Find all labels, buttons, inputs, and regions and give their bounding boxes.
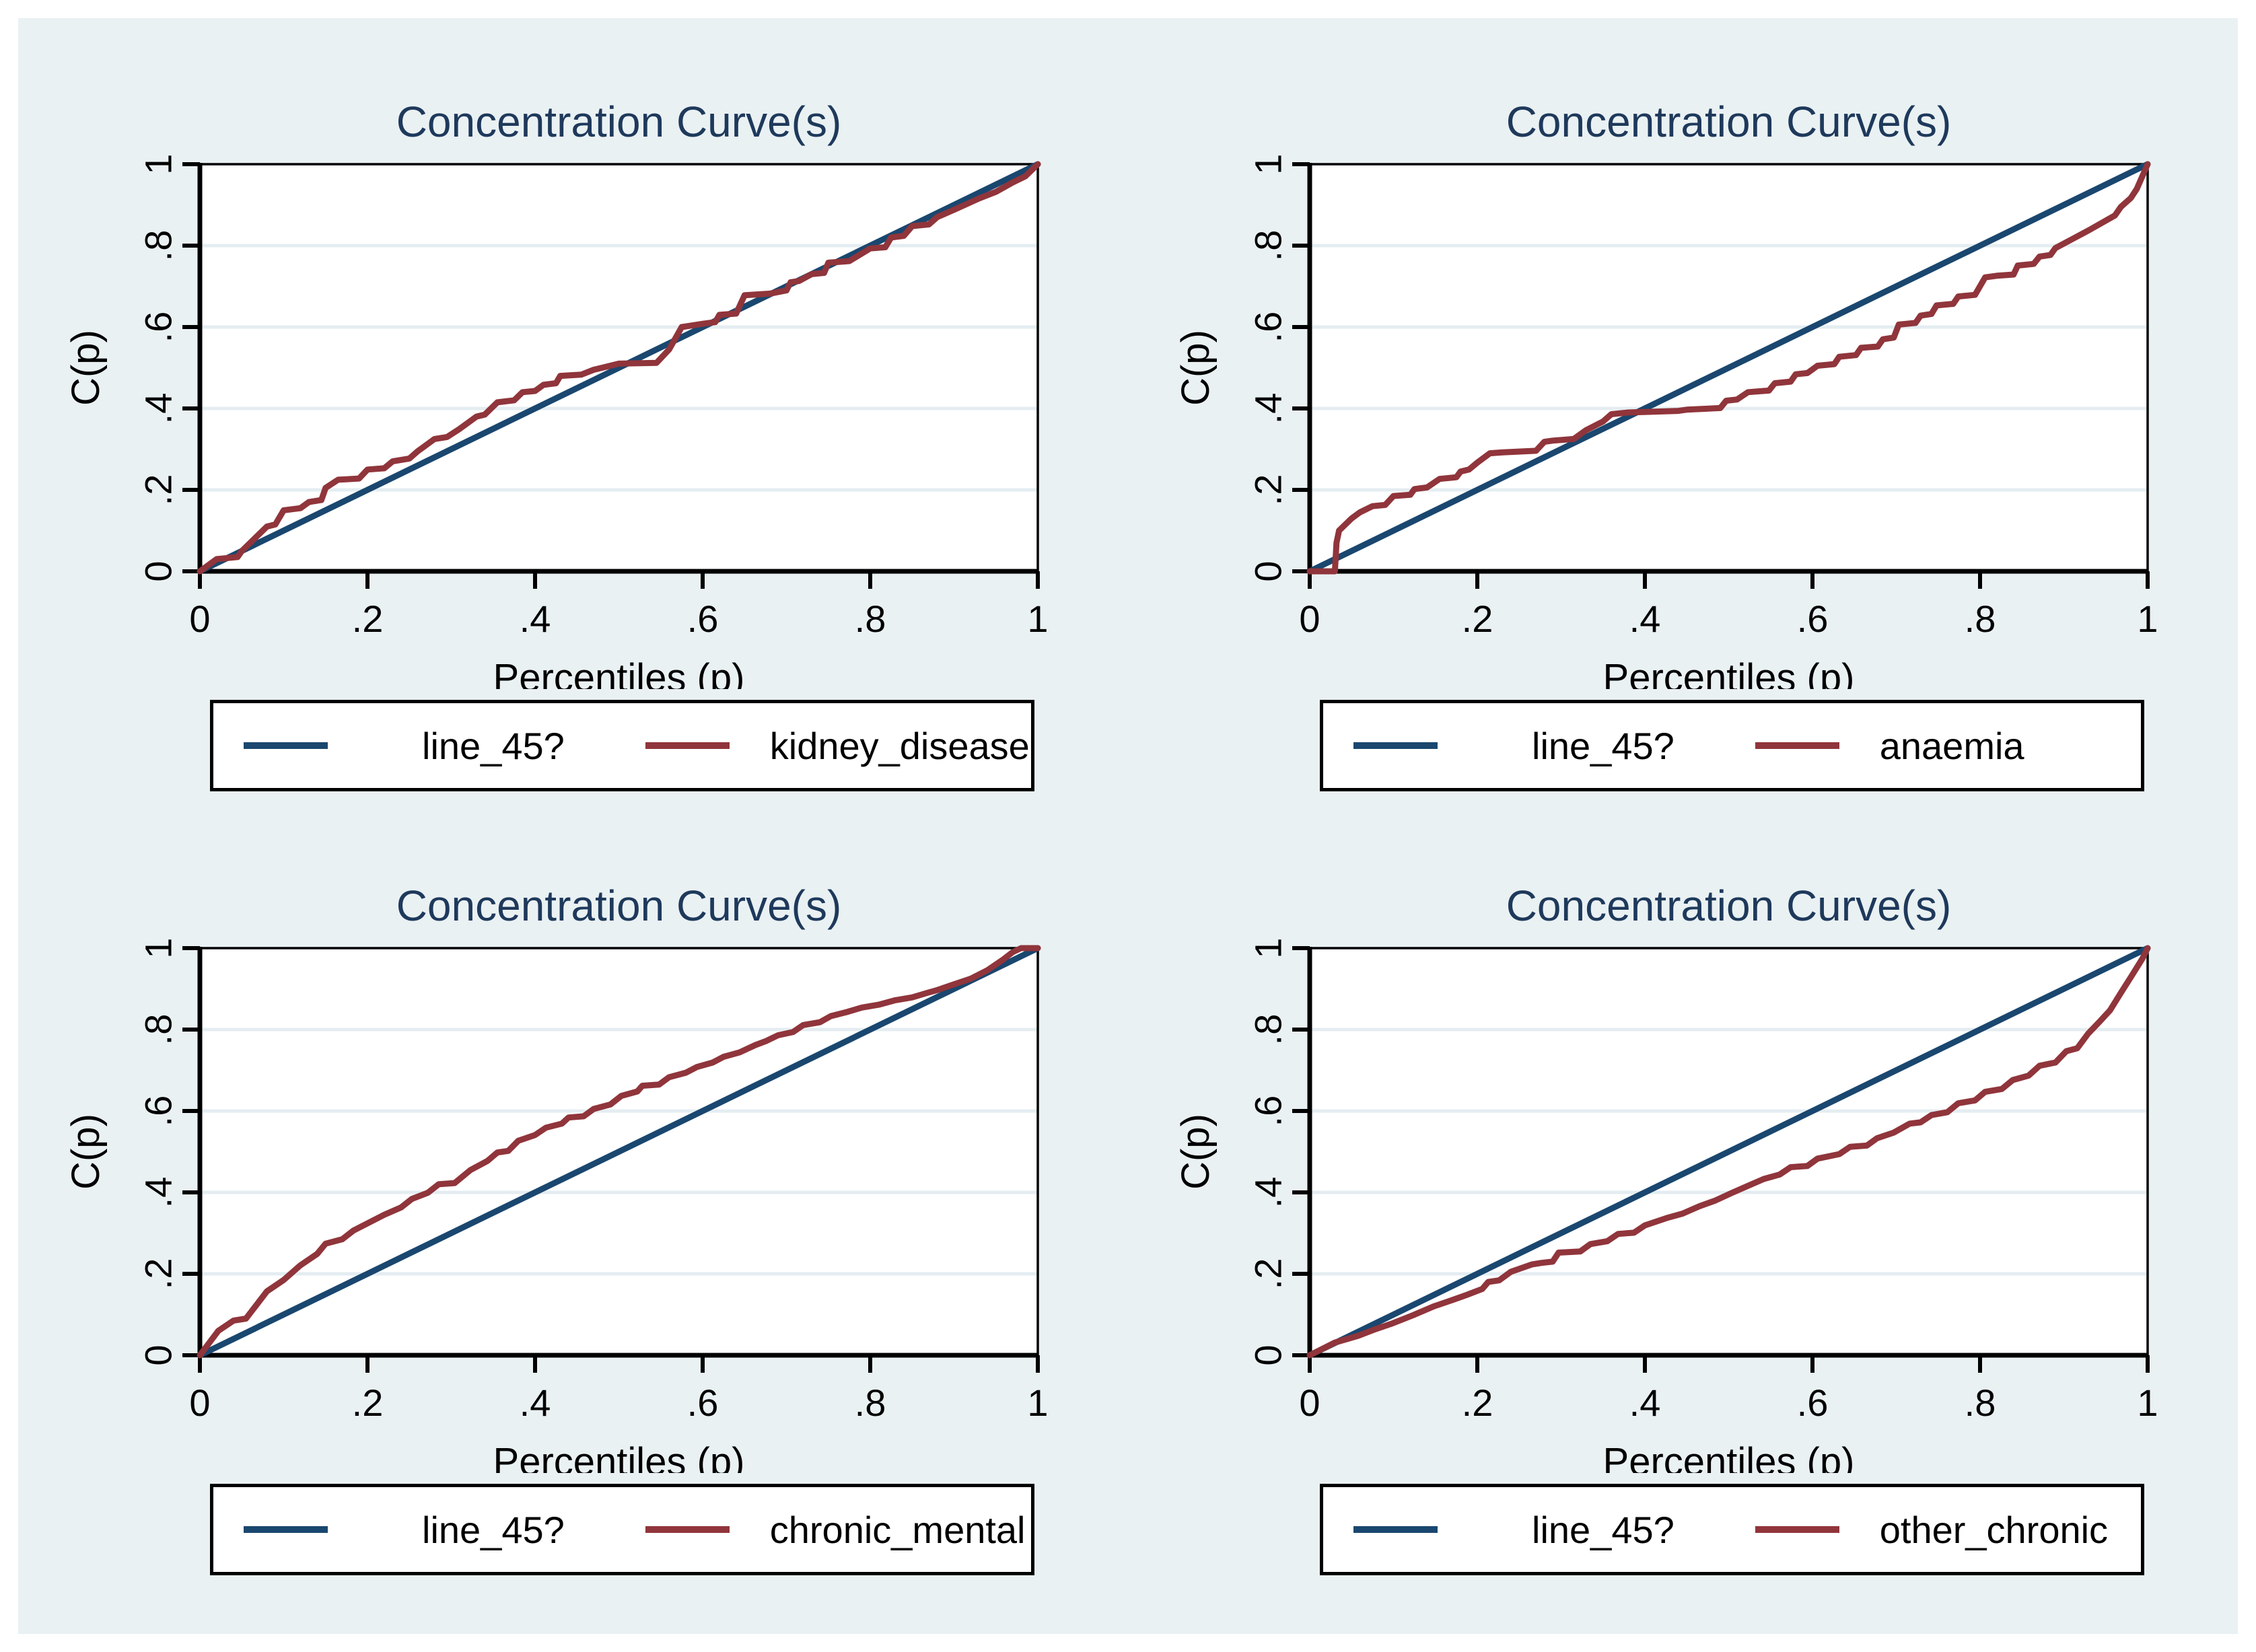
svg-text:0: 0 — [189, 598, 210, 640]
svg-text:0: 0 — [1247, 561, 1290, 581]
svg-text:1: 1 — [1027, 598, 1048, 640]
svg-text:.2: .2 — [137, 474, 180, 506]
plot-title: Concentration Curve(s) — [396, 882, 842, 930]
svg-text:.2: .2 — [1462, 1381, 1493, 1424]
svg-text:.4: .4 — [137, 393, 180, 425]
plot-title: Concentration Curve(s) — [1506, 882, 1952, 930]
svg-text:0: 0 — [137, 1344, 180, 1365]
svg-text:1: 1 — [2137, 1381, 2158, 1424]
svg-text:.4: .4 — [520, 1381, 551, 1424]
svg-text:.4: .4 — [1247, 1177, 1290, 1209]
svg-text:.8: .8 — [855, 598, 886, 640]
svg-text:.6: .6 — [687, 1381, 719, 1424]
svg-text:.6: .6 — [1797, 1381, 1829, 1424]
svg-text:.8: .8 — [137, 1014, 180, 1046]
svg-text:C(p): C(p) — [1174, 1114, 1218, 1190]
chart-canvas-chronic-mental: 00 .2 .2 .4 .4 .6 .6 .8 .8 1 1 C(p) Percentiles (p) — [64, 937, 1049, 1473]
chart-canvas-other-chronic: 00 .2 .2 .4 .4 .6 .6 .8 .8 1 1 C(p) Percentiles (p) — [1174, 937, 2158, 1473]
graph-panel: Concentration Curve(s) 0 0.2.2.4.4.6.6.8.… — [18, 18, 2238, 1634]
subplot-kidney-disease: Concentration Curve(s) 0 0 .2 .2 .4 .4 .6 .6 .8.… — [18, 18, 1128, 826]
svg-text:.8: .8 — [1965, 1381, 1996, 1424]
plot-title: Concentration Curve(s) — [396, 98, 842, 146]
legend-curve-label: chronic_mental — [769, 1508, 1026, 1551]
svg-text:C(p): C(p) — [64, 330, 108, 406]
svg-text:.6: .6 — [1247, 312, 1290, 343]
svg-text:C(p): C(p) — [1174, 330, 1218, 406]
svg-text:.2: .2 — [137, 1258, 180, 1290]
svg-text:0: 0 — [1247, 1344, 1290, 1365]
svg-text:1: 1 — [137, 153, 180, 174]
legend-line45-label: line_45? — [422, 1508, 565, 1551]
subplot-other-chronic: Concentration Curve(s) 0 0 .2 .2 .4 .4 .6 .6 .8.… — [1128, 826, 2238, 1634]
legend-curve-swatch — [645, 742, 730, 749]
svg-text:.2: .2 — [352, 1381, 384, 1424]
svg-text:.4: .4 — [1629, 598, 1661, 640]
legend-curve-swatch — [1755, 1526, 1839, 1533]
legend-line45-swatch — [1353, 742, 1438, 749]
svg-text:.4: .4 — [137, 1177, 180, 1209]
legend-curve-swatch — [1755, 742, 1839, 749]
svg-text:.8: .8 — [1247, 1014, 1290, 1046]
svg-text:.6: .6 — [137, 312, 180, 343]
svg-text:.6: .6 — [1247, 1096, 1290, 1127]
legend-line45-label: line_45? — [1532, 1508, 1675, 1551]
legend-curve-label: kidney_disease — [769, 724, 1030, 767]
svg-text:.8: .8 — [855, 1381, 886, 1424]
legend-kidney-disease: line_45? kidney_disease — [210, 700, 1034, 791]
svg-text:0: 0 — [189, 1381, 210, 1424]
svg-text:.6: .6 — [687, 598, 719, 640]
svg-text:0: 0 — [1299, 1381, 1320, 1424]
legend-line45-swatch — [1353, 1526, 1438, 1533]
svg-text:1: 1 — [137, 937, 180, 958]
svg-text:1: 1 — [1247, 153, 1290, 174]
svg-text:.8: .8 — [1965, 598, 1996, 640]
subplot-chronic-mental: Concentration Curve(s) 0 0 .2 .2 .4 .4 .6 .6 .8.… — [18, 826, 1128, 1634]
legend-other-chronic: line_45? other_chronic — [1320, 1484, 2144, 1575]
svg-text:0: 0 — [1299, 598, 1320, 640]
legend-line45-label: line_45? — [1532, 724, 1675, 767]
legend-curve-label: anaemia — [1879, 724, 2024, 767]
svg-text:C(p): C(p) — [64, 1114, 108, 1190]
legend-anaemia: line_45? anaemia — [1320, 700, 2144, 791]
svg-text:1: 1 — [1247, 937, 1290, 958]
svg-text:.8: .8 — [1247, 230, 1290, 262]
svg-text:.6: .6 — [1797, 598, 1829, 640]
chart-canvas-anaemia: 00 .2 .2 .4 .4 .6 .6 .8 .8 1 1 C(p) Percentiles (p) — [1174, 153, 2158, 689]
legend-chronic-mental: line_45? chronic_mental — [210, 1484, 1034, 1575]
legend-line45-swatch — [244, 1526, 328, 1533]
svg-text:Percentiles (p): Percentiles (p) — [493, 656, 745, 689]
svg-text:.2: .2 — [1247, 474, 1290, 506]
svg-text:0: 0 — [137, 561, 180, 581]
svg-text:.6: .6 — [137, 1096, 180, 1127]
legend-curve-swatch — [645, 1526, 730, 1533]
chart-canvas-kidney-disease: 00 .2 .2 .4 .4 .6 .6 .8 .8 1 1 C(p) Percentiles (p) — [64, 153, 1049, 689]
svg-text:Percentiles (p): Percentiles (p) — [1603, 656, 1855, 689]
svg-text:Percentiles (p): Percentiles (p) — [493, 1440, 745, 1473]
plot-title: Concentration Curve(s) — [1506, 98, 1952, 146]
svg-text:.2: .2 — [352, 598, 384, 640]
svg-text:.4: .4 — [1629, 1381, 1661, 1424]
legend-line45-swatch — [244, 742, 328, 749]
svg-text:.8: .8 — [137, 230, 180, 262]
svg-text:1: 1 — [2137, 598, 2158, 640]
svg-text:.2: .2 — [1462, 598, 1493, 640]
svg-text:.2: .2 — [1247, 1258, 1290, 1290]
svg-text:1: 1 — [1027, 1381, 1048, 1424]
svg-text:.4: .4 — [1247, 393, 1290, 425]
subplot-anaemia: Concentration Curve(s) 0 0 .2 .2 .4 .4 .6 .6 .8.… — [1128, 18, 2238, 826]
svg-text:Percentiles (p): Percentiles (p) — [1603, 1440, 1855, 1473]
legend-curve-label: other_chronic — [1879, 1508, 2109, 1551]
legend-line45-label: line_45? — [422, 724, 565, 767]
svg-text:.4: .4 — [520, 598, 551, 640]
